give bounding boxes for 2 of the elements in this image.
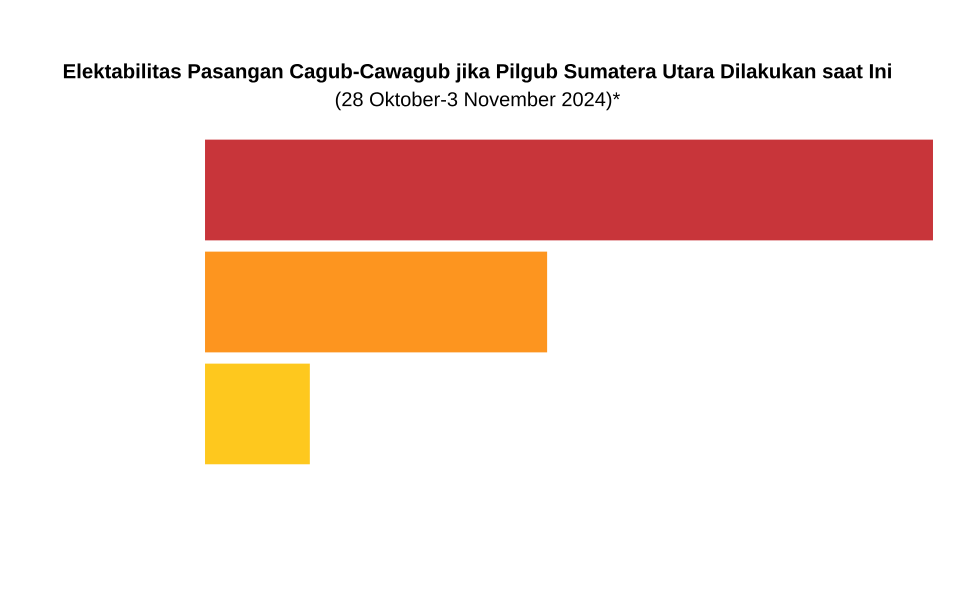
chart-subtitle: (28 Oktober-3 November 2024)* — [336, 92, 620, 110]
chart-title: Elektabilitas Pasangan Cagub-Cawagub jika Pilgub Sumatera Utara Dilakukan saat Ini — [64, 63, 891, 83]
